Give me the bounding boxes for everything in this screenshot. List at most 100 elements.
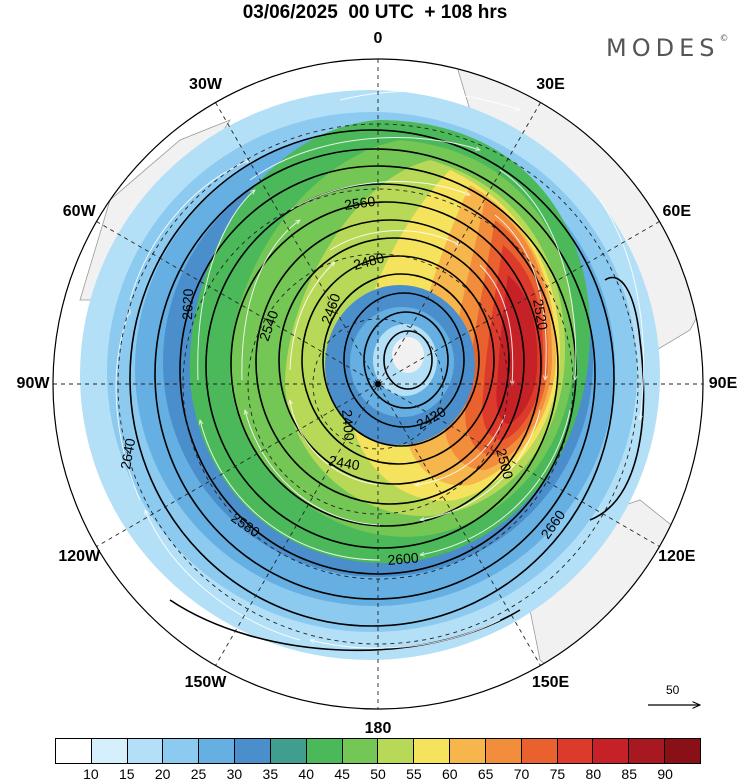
map-title: 03/06/2025 00 UTC + 108 hrs xyxy=(242,2,508,23)
contour-label: 2400 xyxy=(339,409,358,442)
streamline xyxy=(197,190,255,381)
colorbar-cell xyxy=(306,739,343,763)
meridian-label: 150E xyxy=(531,673,570,691)
colorbar-cell xyxy=(593,739,630,763)
meridian-label: 60E xyxy=(662,202,691,220)
colorbar-tick-label: 25 xyxy=(190,766,207,782)
colorbar-tick-label: 80 xyxy=(585,766,602,782)
colorbar-tick-label: 30 xyxy=(226,766,243,782)
contour-line xyxy=(343,292,465,428)
colorbar-tick-label: 20 xyxy=(154,766,171,782)
contour-line xyxy=(255,219,525,505)
colorbar-tick-label: 10 xyxy=(83,766,99,782)
copyright-mark: © xyxy=(719,34,729,44)
contour-label: 2500 xyxy=(493,447,517,481)
contour-line xyxy=(230,201,542,527)
colorbar-tick-label: 70 xyxy=(513,766,530,782)
colorbar-tick-label: 65 xyxy=(477,766,494,782)
map-boundary xyxy=(52,58,704,710)
streamline xyxy=(499,169,576,380)
colorbar-cell xyxy=(485,739,522,763)
contour-label: 2640 xyxy=(117,437,138,471)
streamline xyxy=(200,420,381,561)
streamline xyxy=(420,409,571,555)
streamline xyxy=(599,199,645,420)
streamline xyxy=(339,90,520,110)
streamline xyxy=(129,160,250,301)
colorbar-cell xyxy=(199,739,236,763)
colorbar-cell xyxy=(450,739,486,763)
wind-streamlines xyxy=(115,90,645,649)
streamline xyxy=(245,410,381,526)
reference-vector-label: 50 xyxy=(666,683,680,697)
colorbar-cell xyxy=(521,739,558,763)
contour-line xyxy=(278,237,510,485)
contour-line xyxy=(129,129,615,627)
colorbar-tick-labels: 10 15 20 25 30 35 40 45 50 55 60 65 70 75 80 85 90 xyxy=(55,766,701,782)
colorbar-cell xyxy=(665,739,700,763)
contour-label: 2620 xyxy=(179,288,196,320)
streamline xyxy=(415,414,506,485)
colorbar-cell xyxy=(127,739,164,763)
streamline xyxy=(420,409,541,520)
colorbar-cell xyxy=(235,739,271,763)
colorbar-tick-label: 90 xyxy=(657,766,673,782)
streamline xyxy=(289,262,335,371)
colorbar-tick-label: 35 xyxy=(262,766,279,782)
contour-label: 2440 xyxy=(327,452,361,473)
meridian-label: 30E xyxy=(536,76,565,94)
colorbar-cell xyxy=(270,739,307,763)
streamline xyxy=(494,214,546,380)
contour-line xyxy=(154,148,596,600)
graticule xyxy=(53,59,703,709)
streamline xyxy=(290,400,381,486)
colorbar-cell xyxy=(629,739,666,763)
contour-line xyxy=(589,276,645,521)
colorbar-tick-label: 60 xyxy=(441,766,458,782)
north-pole-marker xyxy=(375,381,381,387)
streamline xyxy=(310,619,501,649)
meridian-label: 90E xyxy=(708,375,738,392)
colorbar-tick-label: 75 xyxy=(549,766,566,782)
contour-line xyxy=(205,183,559,549)
meridian-label: 0 xyxy=(373,30,383,47)
colorbar xyxy=(55,738,701,764)
colorbar-tick-label: 50 xyxy=(370,766,386,782)
contour-label: 2600 xyxy=(387,549,420,568)
meridian-label: 120E xyxy=(658,547,696,565)
colorbar-cell xyxy=(56,739,92,763)
meridian-label: 60W xyxy=(62,202,96,220)
colorbar-cell xyxy=(378,739,415,763)
colorbar-cell xyxy=(557,739,594,763)
contour-line xyxy=(383,330,433,390)
contour-label: 2560 xyxy=(343,193,376,213)
meridian-label: 150W xyxy=(184,673,227,691)
streamline xyxy=(289,180,470,211)
contour-label: 2480 xyxy=(352,249,386,273)
colorbar-tick-label: 40 xyxy=(298,766,315,782)
wind-band xyxy=(392,337,424,373)
streamline xyxy=(329,230,460,251)
meridian-label: 90W xyxy=(16,375,50,392)
streamline xyxy=(479,264,513,385)
meridian-label: 120W xyxy=(58,547,101,565)
streamline xyxy=(145,510,301,641)
colorbar-tick-label: 85 xyxy=(621,766,638,782)
colorbar-cell xyxy=(342,739,379,763)
meridian-label: 180 xyxy=(364,720,392,737)
colorbar-cell xyxy=(414,739,451,763)
colorbar-cell xyxy=(91,739,128,763)
streamline xyxy=(115,310,141,501)
streamline xyxy=(241,220,300,381)
contour-line xyxy=(322,273,480,447)
streamline xyxy=(249,137,480,181)
colorbar-cell xyxy=(163,739,200,763)
colorbar-tick-label: 45 xyxy=(334,766,350,782)
meridian-label: 30W xyxy=(189,76,222,94)
contour-label: 2520 xyxy=(530,298,551,332)
brand-logo: MODES© xyxy=(606,34,728,62)
colorbar-tick-label: 55 xyxy=(406,766,422,782)
brand-name: MODES xyxy=(606,34,720,62)
